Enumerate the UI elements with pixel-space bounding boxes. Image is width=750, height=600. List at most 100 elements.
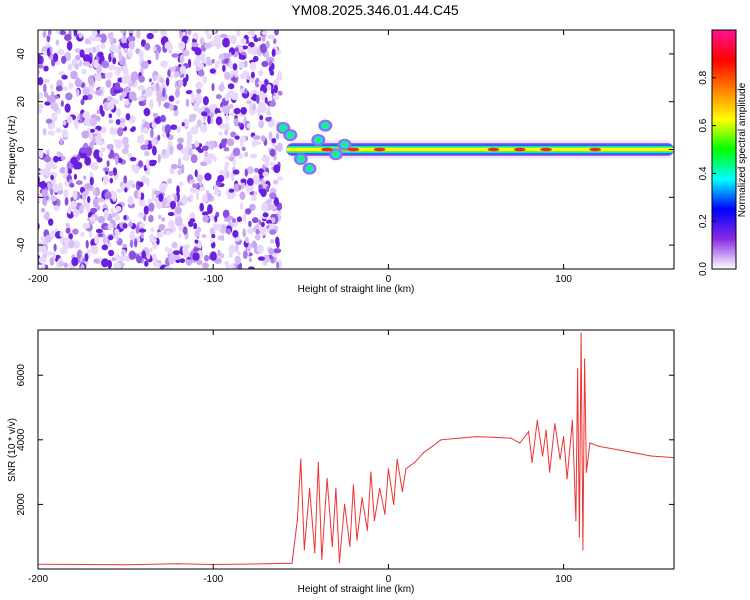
spectrogram-noise-cell <box>115 156 119 166</box>
spectrogram-noise-cell <box>38 228 39 231</box>
snr-point <box>475 436 477 438</box>
spectrogram-noise-cell <box>239 191 246 200</box>
spectrogram-noise-cell <box>277 90 283 96</box>
spectrogram-noise-cell <box>227 83 235 90</box>
spectrogram-noise-cell <box>236 216 242 223</box>
spectrogram-noise-cell <box>64 103 71 113</box>
x-tick-label: -200 <box>28 574 48 585</box>
snr-y-ticks: 2000 4000 6000 <box>16 364 674 516</box>
spectrogram-noise-cell <box>218 131 223 136</box>
spectrogram-noise-cell <box>40 235 47 242</box>
spectrogram-x-ticks: -200 -100 0 100 <box>28 30 572 285</box>
spectrogram-noise-cell <box>226 194 235 200</box>
spectrogram-noise-cell <box>128 250 136 260</box>
spectrogram-noise-cell <box>149 237 157 244</box>
spectrogram-noise-cell <box>79 49 85 58</box>
spectrogram-noise-cell <box>229 112 236 117</box>
spectrogram-noise-cell <box>253 37 259 42</box>
spectrogram-noise-cell <box>177 137 185 144</box>
spectrogram-noise-cell <box>96 44 100 50</box>
spectrogram-noise-cell <box>195 93 200 99</box>
snr-point <box>414 461 416 463</box>
spectrogram-noise-cell <box>176 126 181 134</box>
colorbar-ticks: 0.0 0.2 0.4 0.6 0.8 <box>698 70 716 276</box>
spectrogram-noise-cell <box>136 135 145 144</box>
spectrogram-noise-cell <box>199 180 203 187</box>
snr-point <box>361 497 363 499</box>
spectrogram-noise-cell <box>246 177 254 186</box>
spectrogram-noise-cell <box>107 222 113 231</box>
spectrogram-noise-cell <box>76 154 81 162</box>
spectrogram-noise-cell <box>190 187 198 194</box>
snr-point <box>549 471 551 473</box>
spectrogram-noise-cell <box>267 34 275 40</box>
spectrogram-noise-cell <box>101 190 107 201</box>
spectrogram-noise-cell <box>109 149 115 159</box>
snr-point <box>300 458 302 460</box>
spectrogram-noise-cell <box>160 114 166 123</box>
spectrogram-noise-cell <box>170 124 178 130</box>
spectrogram-noise-cell <box>219 224 227 234</box>
spectrogram-noise-cell <box>161 183 168 188</box>
spectrogram-noise-cell <box>170 200 176 210</box>
spectrogram-noise-cell <box>187 30 192 36</box>
snr-point <box>563 436 565 438</box>
spectrogram-noise-cell <box>152 145 157 156</box>
spectrogram-noise-cell <box>232 230 239 238</box>
spectrogram-noise-cell <box>158 97 162 107</box>
spectrogram-noise-cell <box>262 86 268 94</box>
spectrogram-noise-cell <box>152 262 161 268</box>
spectrogram-noise-cell <box>104 191 112 200</box>
x-tick-label: 0 <box>386 574 392 585</box>
spectrogram-noise-cell <box>167 248 173 255</box>
snr-point <box>492 436 495 438</box>
spectrogram-noise-cell <box>74 48 82 53</box>
snr-point <box>633 452 635 454</box>
spectrogram-noise-cell <box>84 183 93 190</box>
spectrogram-noise-cell <box>226 228 231 235</box>
snr-point <box>303 549 305 551</box>
spectrogram-noise-cell <box>81 68 87 75</box>
spectrogram-noise-cell <box>46 47 51 57</box>
spectrogram-noise-cell <box>240 107 247 115</box>
spectrogram-noise-cell <box>269 161 275 167</box>
spectrogram-noise-cell <box>195 81 203 89</box>
spectrogram-noise-cell <box>266 198 273 204</box>
spectrogram-noise-cell <box>218 223 222 233</box>
spectrogram-noise-cell <box>122 223 128 229</box>
spectrogram-noise-cell <box>220 138 227 148</box>
spectrogram-noise-cell <box>121 36 128 44</box>
spectrogram-noise-cell <box>207 192 212 201</box>
spectrogram-noise-cell <box>188 147 193 156</box>
spectrogram-noise-cell <box>63 262 68 268</box>
spectrogram-noise-cell <box>182 244 189 255</box>
spectrogram-noise-cell <box>219 123 226 129</box>
spectrogram-noise-cell <box>242 212 247 223</box>
spectrogram-noise-cell <box>66 40 73 51</box>
spectrogram-noise-cell <box>239 88 245 94</box>
spectrogram-noise-cell <box>114 66 122 76</box>
spectrogram-noise-cell <box>269 100 276 107</box>
spectrogram-noise-cell <box>75 122 79 130</box>
spectrogram-noise-cell <box>33 182 37 188</box>
spectrogram-noise-cell <box>45 118 53 124</box>
spectrogram-noise-cell <box>232 147 241 157</box>
spectrogram-noise-cell <box>138 181 144 188</box>
spectrogram-noise-cell <box>105 79 112 88</box>
spectrogram-noise-cell <box>262 171 269 177</box>
spectrogram-noise-cell <box>233 118 239 127</box>
spectrogram-noise-cell <box>258 119 265 129</box>
spectrogram-noise-cell <box>127 35 136 43</box>
spectrogram-noise-cell <box>189 218 196 223</box>
spectrogram-noise-cell <box>38 64 44 69</box>
spectrogram-noise-cell <box>156 231 164 238</box>
spectrogram-noise-cell <box>248 220 252 228</box>
spectrogram-noise-cell <box>80 264 85 269</box>
spectrogram-noise-cell <box>53 243 57 252</box>
spectrogram-noise-cell <box>218 53 225 61</box>
spectrogram-noise-cell <box>246 122 251 129</box>
spectrogram-noise-cell <box>108 234 114 241</box>
spectrogram-noise-cell <box>45 251 53 256</box>
spectrogram-noise-cell <box>43 155 51 163</box>
spectrogram-noise-cell <box>160 30 166 36</box>
